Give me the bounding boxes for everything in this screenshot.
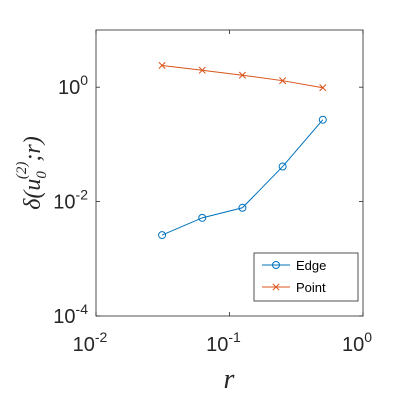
- y-tick-label: 10-4: [53, 301, 88, 328]
- series-layer: [158, 61, 327, 240]
- data-point-edge: [278, 162, 287, 171]
- legend-label-edge: Edge: [296, 258, 326, 273]
- x-tick-label: 10-2: [73, 329, 108, 356]
- data-point-point: [158, 61, 166, 70]
- y-tick-label: 100: [58, 72, 88, 99]
- legend-item-point: Point: [262, 280, 326, 295]
- legend: Edge Point: [253, 252, 359, 302]
- y-axis-label: δ(u0(2);r): [14, 136, 50, 210]
- series-edge: [158, 115, 327, 240]
- data-point-point: [279, 77, 287, 85]
- data-point-point: [238, 71, 246, 79]
- data-point-point: [319, 84, 327, 92]
- x-tick-label: 100: [342, 329, 372, 356]
- legend-box: [253, 252, 359, 302]
- x-axis-label: r: [224, 364, 235, 395]
- x-tick-label: 10-1: [206, 329, 241, 356]
- legend-marker-point: [272, 283, 280, 291]
- data-point-edge: [158, 231, 167, 240]
- legend-label-point: Point: [296, 280, 326, 295]
- series-line-edge: [161, 119, 324, 236]
- y-tick-label: 10-2: [53, 187, 88, 214]
- series-point: [158, 61, 327, 92]
- data-point-edge: [238, 203, 247, 212]
- data-point-point: [198, 66, 206, 74]
- legend-item-edge: Edge: [262, 258, 326, 273]
- data-point-edge: [198, 213, 207, 222]
- data-point-edge: [318, 115, 327, 124]
- legend-marker-edge: [272, 261, 280, 269]
